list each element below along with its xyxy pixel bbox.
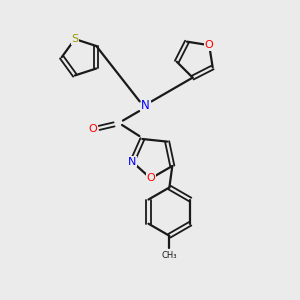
Text: S: S [71, 34, 79, 44]
Text: N: N [128, 157, 136, 167]
Text: N: N [141, 99, 150, 112]
Text: O: O [205, 40, 214, 50]
Text: O: O [146, 173, 155, 183]
Text: O: O [88, 124, 97, 134]
Text: CH₃: CH₃ [162, 251, 177, 260]
